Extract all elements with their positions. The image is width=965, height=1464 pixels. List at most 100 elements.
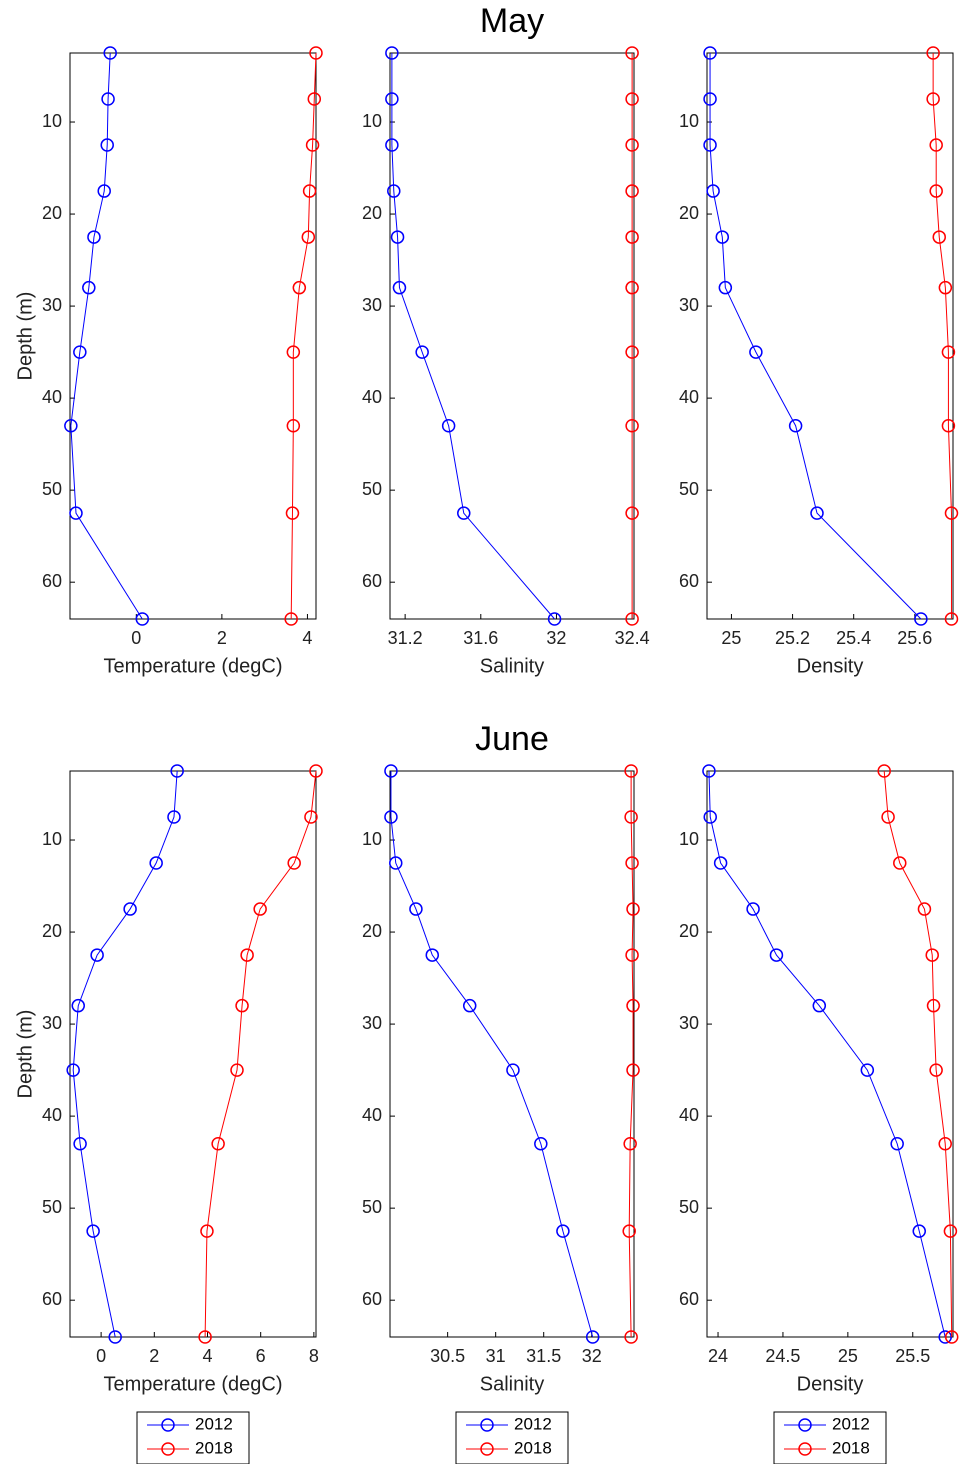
chart-title: May — [480, 2, 544, 40]
marker — [624, 764, 638, 778]
marker — [625, 184, 639, 198]
x-tick-label: 24 — [708, 1346, 728, 1366]
marker — [390, 230, 405, 244]
series-line — [70, 52, 143, 620]
marker — [64, 418, 78, 433]
y-tick-label: 10 — [679, 829, 699, 849]
y-tick-label: 50 — [679, 479, 699, 499]
x-tick-label: 25.2 — [775, 628, 810, 648]
y-tick-label: 10 — [679, 111, 699, 131]
marker — [585, 1330, 600, 1344]
marker — [309, 46, 323, 60]
axes-box — [389, 770, 635, 1338]
marker — [932, 230, 946, 244]
marker — [309, 764, 323, 778]
marker — [71, 998, 85, 1013]
series-line — [883, 770, 953, 1338]
marker — [926, 998, 941, 1013]
marker — [625, 230, 639, 244]
y-tick-label: 40 — [679, 1105, 699, 1125]
marker — [556, 1224, 570, 1238]
x-tick-label: 25 — [721, 628, 741, 648]
x-tick-label: 31 — [486, 1346, 506, 1366]
y-tick-label: 30 — [42, 295, 62, 315]
marker — [625, 856, 639, 870]
marker — [788, 418, 803, 433]
y-tick-label: 20 — [679, 921, 699, 941]
legend-label: 2018 — [195, 1438, 233, 1457]
x-axis-label: Density — [797, 1373, 864, 1395]
marker — [749, 345, 763, 359]
marker — [943, 1224, 958, 1238]
marker — [626, 1063, 640, 1077]
marker — [769, 948, 784, 962]
marker — [392, 280, 407, 295]
marker — [625, 280, 639, 295]
marker — [97, 184, 111, 198]
y-axis-label: Depth (m) — [14, 292, 36, 381]
marker — [881, 810, 895, 824]
marker — [941, 418, 956, 433]
marker — [415, 345, 429, 359]
marker — [812, 998, 827, 1013]
y-tick-label: 50 — [362, 1197, 382, 1217]
marker — [167, 810, 181, 824]
marker — [912, 1224, 926, 1238]
marker — [926, 46, 940, 60]
series-line — [204, 770, 317, 1338]
marker — [385, 138, 399, 152]
marker — [624, 1330, 638, 1344]
marker — [100, 138, 114, 152]
legend-marker — [798, 1442, 812, 1456]
marker — [387, 184, 401, 198]
marker — [66, 1063, 80, 1077]
marker — [211, 1136, 225, 1151]
x-tick-label: 24.5 — [765, 1346, 800, 1366]
marker — [73, 1136, 87, 1151]
series-line — [708, 770, 946, 1338]
marker — [86, 1224, 100, 1238]
marker — [304, 810, 318, 824]
legend-marker — [798, 1418, 812, 1432]
marker — [284, 612, 298, 626]
marker — [286, 345, 301, 359]
marker — [929, 184, 943, 198]
legend-box — [773, 1411, 887, 1464]
y-tick-label: 20 — [362, 203, 382, 223]
x-tick-label: 2 — [149, 1346, 159, 1366]
y-tick-label: 40 — [362, 1105, 382, 1125]
series-line — [628, 771, 634, 1338]
marker — [623, 1136, 637, 1151]
legend-box — [455, 1411, 569, 1464]
marker — [626, 998, 640, 1013]
y-tick-label: 60 — [679, 1289, 699, 1309]
y-tick-label: 40 — [42, 387, 62, 407]
x-tick-label: 6 — [256, 1346, 266, 1366]
legend-label: 2012 — [514, 1414, 552, 1433]
marker — [384, 764, 398, 778]
y-tick-label: 40 — [679, 387, 699, 407]
x-tick-label: 8 — [309, 1346, 319, 1366]
y-tick-label: 60 — [362, 1289, 382, 1309]
y-tick-label: 20 — [42, 203, 62, 223]
marker — [944, 1330, 959, 1344]
x-tick-label: 31.2 — [388, 628, 423, 648]
marker — [860, 1063, 875, 1077]
y-tick-label: 50 — [42, 1197, 62, 1217]
x-axis-label: Density — [797, 655, 864, 677]
marker — [914, 612, 928, 626]
x-tick-label: 0 — [131, 628, 141, 648]
marker — [292, 280, 307, 295]
marker — [938, 1136, 952, 1151]
x-tick-label: 2 — [217, 628, 227, 648]
marker — [703, 46, 717, 60]
marker — [198, 1330, 212, 1344]
x-axis-label: Temperature (degC) — [104, 655, 283, 677]
marker — [441, 418, 456, 433]
series-line — [709, 53, 922, 620]
legend-marker — [161, 1442, 175, 1456]
marker — [457, 506, 471, 520]
marker — [149, 856, 163, 870]
marker — [929, 138, 943, 152]
marker — [69, 506, 83, 520]
